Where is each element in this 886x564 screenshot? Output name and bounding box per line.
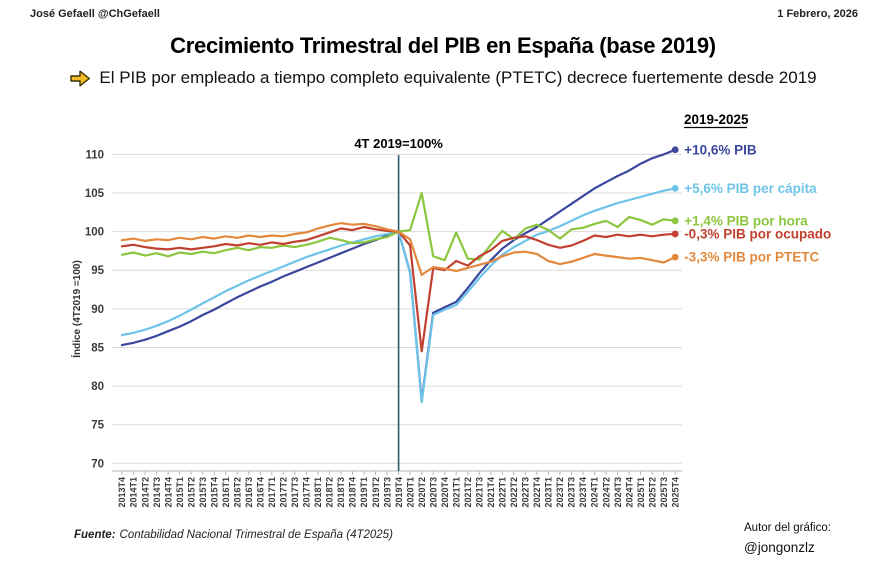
y-tick-label-75: 75 bbox=[91, 420, 104, 432]
x-tick-label-2017T2: 2017T2 bbox=[279, 477, 289, 508]
legend-label-pib_per_capita: +5,6% PIB per cápita bbox=[684, 181, 817, 196]
x-tick-label-2018T4: 2018T4 bbox=[348, 477, 358, 508]
y-tick-label-110: 110 bbox=[85, 149, 104, 161]
y-tick-label-85: 85 bbox=[91, 342, 104, 354]
reference-annotation: 4T 2019=100% bbox=[354, 136, 443, 151]
x-tick-label-2022T3: 2022T3 bbox=[521, 477, 531, 508]
x-tick-label-2016T4: 2016T4 bbox=[256, 477, 266, 508]
y-tick-label-80: 80 bbox=[91, 381, 104, 393]
x-tick-label-2017T1: 2017T1 bbox=[267, 477, 277, 508]
x-tick-label-2014T2: 2014T2 bbox=[140, 477, 150, 508]
y-tick-label-70: 70 bbox=[91, 458, 104, 470]
x-tick-label-2021T4: 2021T4 bbox=[486, 477, 496, 508]
x-tick-label-2019T2: 2019T2 bbox=[371, 477, 381, 508]
series-end-dot-pib_por_hora bbox=[671, 217, 679, 225]
x-tick-label-2018T1: 2018T1 bbox=[313, 477, 323, 508]
subtitle-text: El PIB por empleado a tiempo completo eq… bbox=[99, 68, 817, 87]
legend-label-pib_por_ocupado: -0,3% PIB por ocupado bbox=[684, 226, 831, 241]
x-tick-label-2020T2: 2020T2 bbox=[417, 477, 427, 508]
x-tick-label-2018T3: 2018T3 bbox=[336, 477, 346, 508]
series-end-dot-pib_por_ptetc bbox=[671, 253, 679, 261]
x-tick-label-2020T4: 2020T4 bbox=[440, 477, 450, 508]
x-tick-label-2016T3: 2016T3 bbox=[244, 477, 254, 508]
page-title: Crecimiento Trimestral del PIB en España… bbox=[170, 33, 716, 58]
x-tick-label-2025T3: 2025T3 bbox=[659, 477, 669, 508]
chart-author-credit: José Gefaell @ChGefaell bbox=[30, 8, 160, 20]
y-tick-label-90: 90 bbox=[91, 304, 104, 316]
x-tick-label-2015T3: 2015T3 bbox=[198, 477, 208, 508]
x-tick-label-2024T2: 2024T2 bbox=[601, 477, 611, 508]
series-line-pib_por_ptetc bbox=[120, 222, 677, 276]
x-tick-label-2015T4: 2015T4 bbox=[209, 477, 219, 508]
x-tick-label-2016T2: 2016T2 bbox=[232, 477, 242, 508]
x-tick-label-2015T1: 2015T1 bbox=[175, 477, 185, 508]
source-label: Fuente: bbox=[74, 529, 116, 541]
x-tick-label-2024T3: 2024T3 bbox=[613, 477, 623, 508]
x-tick-label-2022T4: 2022T4 bbox=[532, 477, 542, 508]
x-tick-label-2017T4: 2017T4 bbox=[302, 477, 312, 508]
legend-label-pib_por_ptetc: -3,3% PIB por PTETC bbox=[684, 250, 819, 265]
yellow-arrow-icon bbox=[69, 69, 91, 88]
x-tick-label-2014T3: 2014T3 bbox=[152, 477, 162, 508]
legend-label-pib_por_hora: +1,4% PIB por hora bbox=[684, 213, 808, 228]
series-end-dot-pib_por_ocupado bbox=[671, 230, 679, 238]
x-tick-label-2022T1: 2022T1 bbox=[498, 477, 508, 508]
x-tick-label-2021T2: 2021T2 bbox=[463, 477, 473, 508]
y-tick-label-95: 95 bbox=[91, 265, 104, 277]
subtitle-row: El PIB por empleado a tiempo completo eq… bbox=[0, 68, 886, 88]
x-tick-label-2025T2: 2025T2 bbox=[647, 477, 657, 508]
author-caption: Autor del gráfico: bbox=[744, 522, 831, 534]
x-tick-label-2019T3: 2019T3 bbox=[382, 477, 392, 508]
x-tick-label-2015T2: 2015T2 bbox=[186, 477, 196, 508]
x-tick-label-2022T2: 2022T2 bbox=[509, 477, 519, 508]
x-tick-label-2020T1: 2020T1 bbox=[405, 477, 415, 508]
y-tick-label-105: 105 bbox=[85, 188, 105, 200]
x-tick-label-2020T3: 2020T3 bbox=[428, 477, 438, 508]
x-tick-label-2019T4: 2019T4 bbox=[394, 477, 404, 508]
x-tick-label-2013T4: 2013T4 bbox=[117, 477, 127, 508]
source-text: Contabilidad Nacional Trimestral de Espa… bbox=[119, 529, 393, 541]
x-tick-label-2014T4: 2014T4 bbox=[163, 477, 173, 508]
x-tick-label-2025T4: 2025T4 bbox=[670, 477, 680, 508]
y-tick-label-100: 100 bbox=[85, 227, 104, 239]
x-tick-label-2018T2: 2018T2 bbox=[325, 477, 335, 508]
series-end-dot-pib_per_capita bbox=[671, 184, 679, 192]
x-tick-label-2021T1: 2021T1 bbox=[451, 477, 461, 508]
author-block: Autor del gráfico: @jongonzlz bbox=[744, 519, 831, 559]
x-tick-label-2017T3: 2017T3 bbox=[290, 477, 300, 508]
x-tick-label-2025T1: 2025T1 bbox=[636, 477, 646, 508]
x-tick-label-2016T1: 2016T1 bbox=[221, 477, 231, 508]
legend-title: 2019-2025 bbox=[684, 112, 749, 127]
y-axis-title: Índice (4T2019 =100) bbox=[70, 260, 83, 358]
x-tick-label-2021T3: 2021T3 bbox=[474, 477, 484, 508]
series-end-dot-pib bbox=[671, 146, 679, 154]
x-tick-label-2023T4: 2023T4 bbox=[578, 477, 588, 508]
source-note: Fuente: Contabilidad Nacional Trimestral … bbox=[74, 529, 393, 541]
x-tick-label-2019T1: 2019T1 bbox=[359, 477, 369, 508]
x-tick-label-2023T2: 2023T2 bbox=[555, 477, 565, 508]
author-social-handle: @jongonzlz bbox=[744, 540, 815, 556]
x-tick-label-2014T1: 2014T1 bbox=[129, 477, 139, 508]
chart-date: 1 Febrero, 2026 bbox=[777, 8, 858, 20]
x-tick-label-2023T3: 2023T3 bbox=[567, 477, 577, 508]
x-tick-label-2024T4: 2024T4 bbox=[624, 477, 634, 508]
legend-label-pib: +10,6% PIB bbox=[684, 142, 757, 157]
x-tick-label-2023T1: 2023T1 bbox=[544, 477, 554, 508]
x-tick-label-2024T1: 2024T1 bbox=[590, 477, 600, 508]
